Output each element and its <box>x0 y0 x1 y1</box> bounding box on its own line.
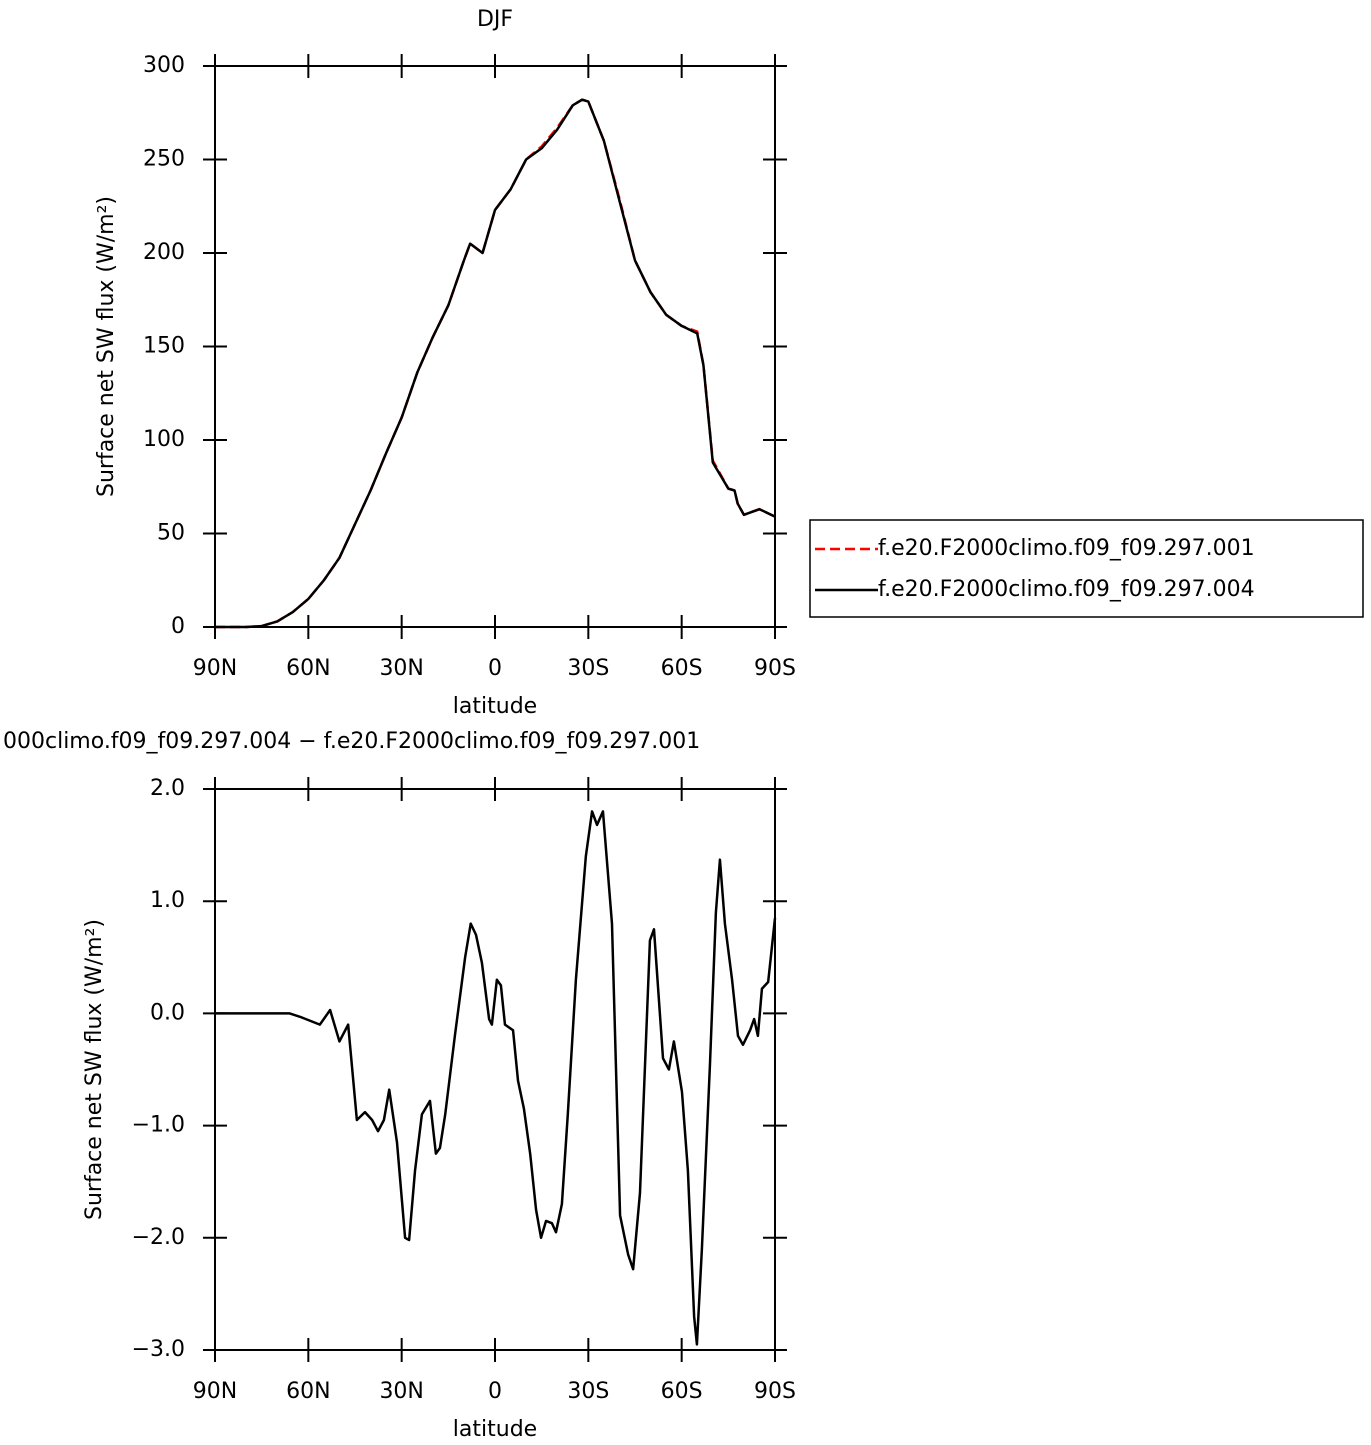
x-tick-label: 30N <box>379 656 423 681</box>
x-tick-label: 30S <box>567 1379 609 1404</box>
x-tick-label: 60S <box>661 656 703 681</box>
x-tick-label: 30S <box>567 656 609 681</box>
y-tick-label: −3.0 <box>132 1337 185 1362</box>
x-tick-label: 0 <box>488 1379 502 1404</box>
data-line <box>215 98 776 629</box>
y-tick-label: −2.0 <box>132 1225 185 1250</box>
x-tick-label: 90S <box>754 656 796 681</box>
y-tick-label: 0.0 <box>150 1000 185 1025</box>
y-tick-label: 2.0 <box>150 776 185 801</box>
x-tick-label: 60N <box>286 656 330 681</box>
plot-frame <box>214 788 776 1351</box>
x-tick-label: 90N <box>193 1379 237 1404</box>
y-tick-label: 200 <box>143 240 185 265</box>
y-tick-label: 50 <box>157 521 185 546</box>
y-tick-label: 0 <box>171 614 185 639</box>
y-tick-label: 300 <box>143 53 185 78</box>
chart-title: 000climo.f09_f09.297.004 − f.e20.F2000cl… <box>3 729 700 754</box>
plot-frame <box>214 65 776 628</box>
x-tick-label: 60S <box>661 1379 703 1404</box>
y-tick-label: 150 <box>143 334 185 359</box>
x-tick-label: 30N <box>379 1379 423 1404</box>
x-tick-label: 0 <box>488 656 502 681</box>
y-tick-label: −1.0 <box>132 1113 185 1138</box>
legend-label: f.e20.F2000climo.f09_f09.297.001 <box>878 536 1255 561</box>
y-tick-label: 1.0 <box>150 888 185 913</box>
y-tick-label: 250 <box>143 147 185 172</box>
x-tick-label: 90S <box>754 1379 796 1404</box>
x-tick-label: 60N <box>286 1379 330 1404</box>
legend-box <box>809 519 1364 618</box>
x-axis-label: latitude <box>453 1417 537 1442</box>
x-tick-label: 90N <box>193 656 237 681</box>
data-line <box>215 810 777 1346</box>
y-axis-label: Surface net SW flux (W/m²) <box>94 196 119 497</box>
data-line <box>215 98 776 629</box>
y-tick-label: 100 <box>143 427 185 452</box>
x-axis-label: latitude <box>453 694 537 719</box>
legend: f.e20.F2000climo.f09_f09.297.001 f.e20.F2… <box>809 519 1364 618</box>
chart-title: DJF <box>477 7 513 32</box>
y-axis-label: Surface net SW flux (W/m²) <box>82 919 107 1220</box>
legend-label: f.e20.F2000climo.f09_f09.297.004 <box>878 577 1255 602</box>
